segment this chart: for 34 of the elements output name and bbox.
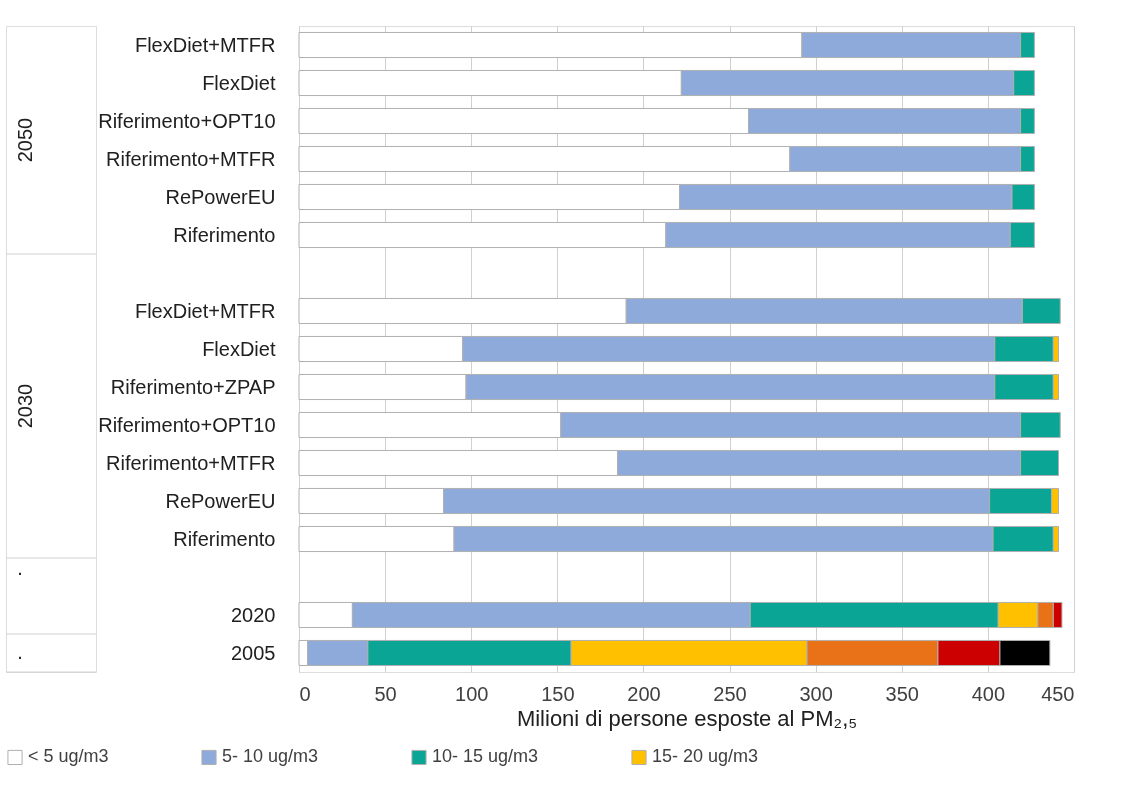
y-tick-label: 2005 bbox=[231, 641, 276, 664]
x-tick-label: 400 bbox=[971, 682, 1006, 705]
x-tick-label: 300 bbox=[799, 682, 833, 705]
y-tick-label: Riferimento+MTFR bbox=[106, 147, 276, 170]
x-tick-label: 350 bbox=[885, 682, 919, 705]
text: . bbox=[17, 557, 23, 580]
text: 2050 bbox=[14, 117, 36, 163]
x-tick-label: 250 bbox=[713, 682, 747, 705]
x-axis-title: Milioni di persone esposte al PM₂,₅ bbox=[516, 705, 858, 731]
y-tick-label: Riferimento+OPT10 bbox=[98, 109, 276, 132]
y-tick-label: Riferimento+MTFR bbox=[106, 451, 276, 474]
text: . bbox=[17, 641, 23, 663]
text: 2030 bbox=[14, 383, 36, 429]
y-tick-label: FlexDiet+MTFR bbox=[134, 33, 276, 56]
y-tick-label: FlexDiet bbox=[202, 71, 276, 94]
x-tick-label: 100 bbox=[455, 682, 489, 705]
x-tick-label: 50 bbox=[374, 682, 397, 705]
y-tick-label: Riferimento+ZPAP bbox=[110, 375, 276, 398]
legend-label: < 5 ug/m3 bbox=[28, 746, 109, 767]
y-tick-label: FlexDiet bbox=[202, 337, 276, 360]
legend-label: 15- 20 ug/m3 bbox=[652, 746, 759, 767]
y-tick-label: Riferimento bbox=[173, 527, 276, 550]
y-tick-label: Riferimento+OPT10 bbox=[98, 413, 276, 436]
legend-label: 5- 10 ug/m3 bbox=[222, 746, 319, 767]
y-tick-label: Riferimento bbox=[173, 223, 276, 246]
legend-label: 10- 15 ug/m3 bbox=[432, 746, 539, 767]
y-tick-label: FlexDiet+MTFR bbox=[134, 299, 276, 322]
y-tick-label: RePowerEU bbox=[165, 185, 276, 208]
x-tick-label: 450 bbox=[1041, 682, 1075, 705]
x-tick-label: 150 bbox=[541, 682, 575, 705]
x-tick-label: 200 bbox=[627, 682, 661, 705]
x-tick-label: 0 bbox=[299, 682, 311, 705]
y-tick-label: 2020 bbox=[231, 603, 276, 626]
y-tick-label: RePowerEU bbox=[165, 489, 276, 512]
